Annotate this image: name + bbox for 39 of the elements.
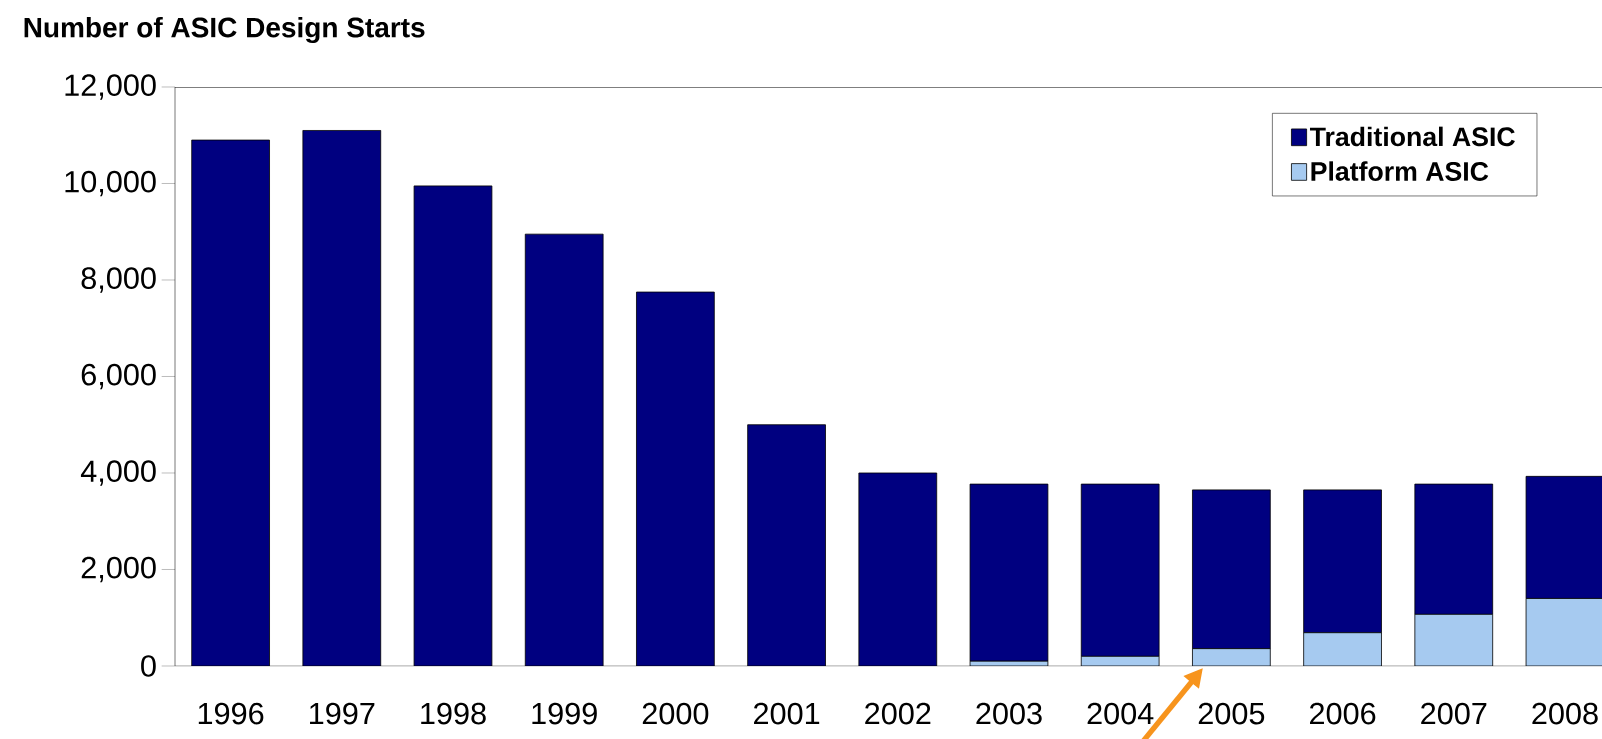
y-tick-label: 10,000 [65, 170, 156, 197]
y-tick-label: 8,000 [81, 267, 156, 293]
bar [1525, 598, 1602, 666]
x-tick-label: 1999 [532, 702, 597, 725]
bar [1303, 632, 1382, 666]
bar [1080, 483, 1160, 657]
x-tick-label: 2005 [1198, 702, 1265, 725]
bar [1414, 483, 1494, 615]
x-tick-label: 2008 [1532, 702, 1598, 725]
bar [1192, 489, 1271, 650]
bar [413, 185, 493, 666]
y-tick-label: 4,000 [80, 460, 156, 486]
x-tick-label: 2007 [1421, 702, 1487, 725]
bar [1303, 489, 1382, 634]
bar [191, 139, 270, 666]
x-tick-label: 1998 [421, 702, 486, 725]
bar [1414, 613, 1494, 666]
x-tick-label: 2003 [976, 702, 1042, 725]
bar [302, 130, 382, 666]
bar [524, 233, 604, 666]
x-tick-label: 1997 [310, 702, 375, 725]
x-tick-label: 2004 [1087, 702, 1154, 725]
bar [969, 483, 1049, 662]
y-tick-label: 2,000 [81, 556, 156, 583]
bar [636, 291, 715, 666]
bar [1192, 648, 1271, 666]
x-tick-label: 2002 [865, 702, 931, 725]
x-tick-label: 2000 [642, 702, 709, 725]
y-tick-label: 6,000 [81, 363, 156, 390]
legend-label: Platform ASIC [1311, 161, 1489, 181]
x-tick-label: 2001 [754, 702, 820, 725]
bar [858, 472, 938, 666]
y-axis-title: Number of ASIC Design Starts [24, 16, 425, 44]
y-tick-label: 0 [141, 655, 156, 677]
y-tick-label: 12,000 [65, 74, 156, 100]
x-tick-label: 2006 [1310, 702, 1376, 725]
legend-label: Traditional ASIC [1309, 126, 1515, 147]
bar [747, 424, 826, 666]
x-tick-label: 1996 [198, 702, 264, 725]
